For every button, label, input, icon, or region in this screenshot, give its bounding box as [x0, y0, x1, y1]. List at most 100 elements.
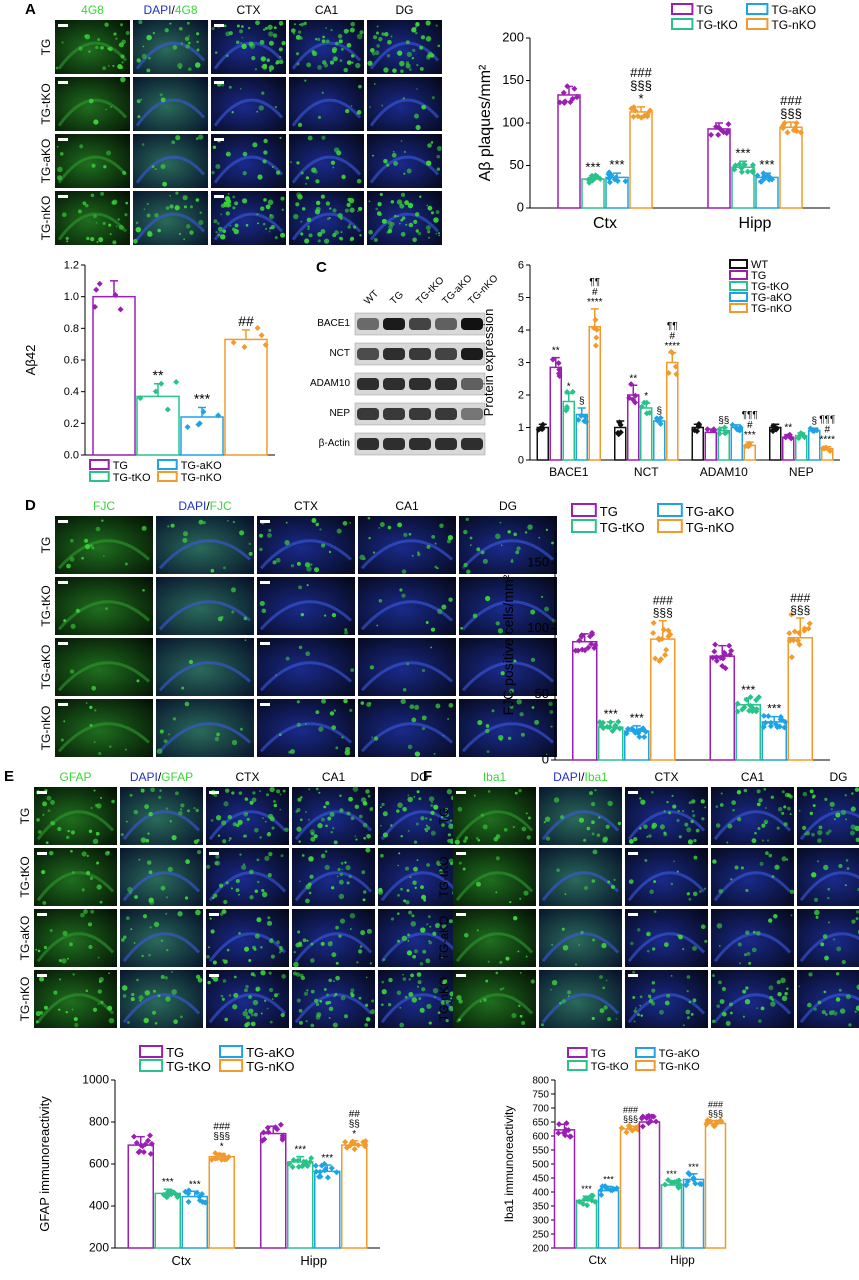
data-point [608, 172, 615, 179]
signal-dot [227, 192, 230, 195]
significance-label: ¶¶¶ [742, 410, 758, 421]
data-point [781, 724, 788, 731]
signal-dot [777, 991, 782, 997]
scale-bar [58, 642, 68, 645]
signal-dot [633, 837, 638, 842]
signal-dot [810, 872, 817, 878]
signal-dot [239, 853, 242, 856]
signal-dot [245, 1008, 248, 1011]
signal-dot [164, 28, 169, 33]
signal-dot [416, 859, 419, 862]
signal-dot [416, 985, 419, 988]
signal-dot [822, 934, 828, 939]
micrograph-tile [55, 577, 153, 635]
x-tick-label: Ctx [593, 215, 617, 232]
signal-dot [416, 88, 418, 90]
scale-bar [214, 81, 224, 84]
data-point [578, 412, 585, 419]
signal-dot [211, 26, 215, 31]
signal-dot [110, 106, 112, 108]
signal-dot [187, 809, 190, 813]
y-tick-label: 200 [532, 1244, 549, 1255]
signal-dot [252, 791, 256, 795]
signal-dot [428, 940, 430, 942]
data-point [96, 280, 103, 287]
tissue-structure [57, 212, 128, 241]
signal-dot [88, 944, 93, 949]
blot-band [461, 438, 483, 450]
signal-dot [406, 51, 412, 57]
data-point [569, 95, 576, 102]
signal-dot [416, 972, 422, 977]
signal-dot [341, 736, 344, 739]
data-point [695, 422, 702, 429]
signal-dot [66, 563, 71, 569]
micrograph-image [257, 577, 355, 635]
row-label: TG-tKO [39, 83, 53, 124]
signal-dot [348, 796, 353, 802]
signal-dot [63, 619, 67, 622]
data-point [738, 169, 745, 176]
signal-dot [184, 701, 190, 707]
signal-dot [408, 991, 414, 997]
signal-dot [540, 595, 544, 598]
signal-dot [297, 30, 302, 34]
signal-dot [365, 847, 371, 853]
signal-dot [78, 46, 83, 51]
signal-dot [325, 39, 330, 43]
y-tick-label: 150 [527, 554, 549, 569]
micrograph-tile [378, 970, 461, 1028]
signal-dot [310, 958, 315, 963]
signal-dot [725, 1020, 731, 1026]
data-point [117, 306, 124, 313]
tissue-structure [360, 600, 454, 631]
data-point [632, 107, 639, 114]
micrograph-tile [133, 20, 208, 74]
data-point [790, 637, 797, 644]
signal-dot [605, 979, 608, 982]
signal-dot [355, 62, 361, 69]
data-point [675, 1180, 682, 1187]
signal-dot [699, 890, 702, 893]
signal-dot [314, 38, 318, 41]
signal-dot [686, 827, 692, 833]
data-point [632, 392, 639, 399]
column-label-slash: / [581, 770, 585, 784]
signal-dot [404, 995, 408, 999]
signal-dot [693, 855, 698, 860]
signal-dot [336, 875, 339, 878]
signal-dot [744, 999, 751, 1005]
signal-dot [420, 927, 426, 933]
signal-dot [653, 910, 657, 913]
signal-dot [682, 810, 685, 813]
data-point [324, 1174, 331, 1181]
micrograph-image [34, 787, 117, 845]
signal-dot [633, 1020, 636, 1023]
signal-dot [457, 806, 463, 812]
data-point [130, 1133, 137, 1140]
signal-dot [124, 748, 127, 751]
data-point [563, 407, 570, 414]
signal-dot [254, 889, 258, 893]
y-tick-label: 50 [510, 157, 524, 172]
signal-dot [241, 25, 244, 28]
signal-dot [586, 826, 591, 831]
signal-dot [306, 62, 312, 68]
signal-dot [254, 827, 259, 833]
signal-dot [270, 938, 273, 941]
data-point [230, 339, 237, 346]
signal-dot [758, 1019, 762, 1023]
signal-dot [652, 947, 656, 951]
signal-dot [278, 733, 282, 737]
signal-dot [165, 912, 168, 915]
signal-dot [414, 31, 418, 35]
tissue-structure [541, 871, 620, 902]
blot-band [461, 408, 483, 420]
signal-dot [259, 600, 265, 607]
signal-dot [225, 881, 229, 885]
signal-dot [425, 817, 428, 820]
signal-dot [102, 222, 106, 225]
scale-bar [37, 913, 47, 916]
signal-dot [94, 709, 97, 712]
significance-label: *** [688, 1162, 699, 1172]
